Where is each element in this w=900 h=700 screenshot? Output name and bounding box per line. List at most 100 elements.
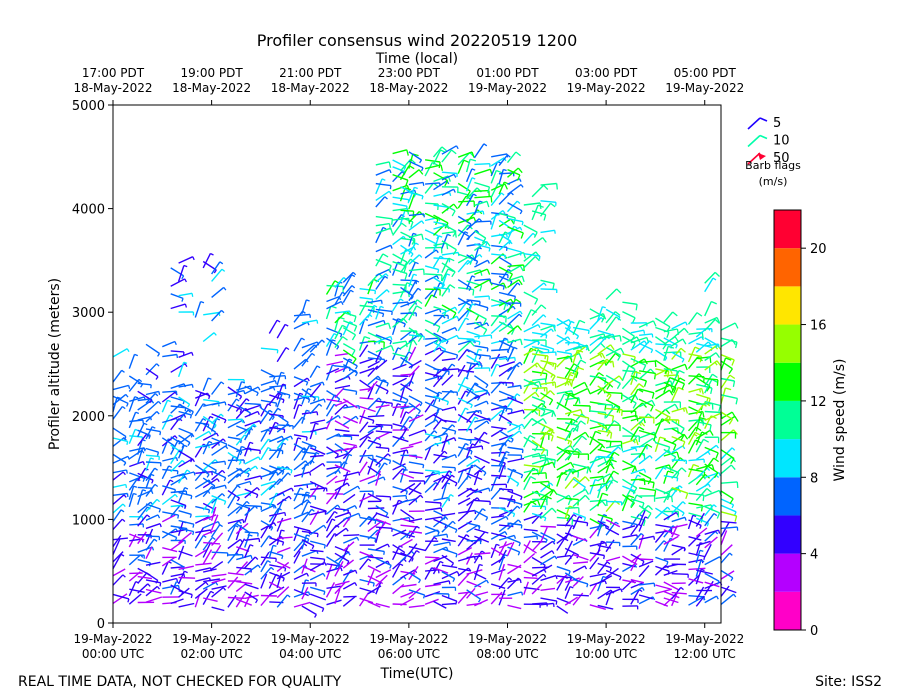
barb-feather: [435, 337, 440, 344]
barb-feather: [301, 337, 305, 341]
barb-staff: [375, 518, 391, 526]
barb-feather: [554, 382, 557, 389]
wind-barb: [408, 572, 421, 584]
barb-staff: [474, 168, 491, 176]
barb-staff: [424, 308, 440, 315]
barb-feather: [419, 402, 423, 407]
barb-staff: [276, 561, 290, 572]
barb-staff: [474, 598, 489, 607]
wind-barb: [441, 538, 456, 543]
wind-barb: [400, 482, 416, 494]
barb-feather: [481, 237, 487, 244]
barb-staff: [276, 517, 284, 532]
barb-feather: [410, 295, 414, 300]
barb-feather: [475, 314, 480, 321]
wind-barb: [211, 484, 227, 490]
barb-feather: [297, 437, 302, 440]
barb-staff: [211, 413, 227, 421]
barb-staff: [433, 180, 448, 191]
barb-staff: [474, 499, 491, 503]
wind-barb: [342, 398, 358, 409]
barb-staff: [466, 394, 479, 404]
barb-staff: [466, 339, 480, 343]
barb-staff: [227, 572, 244, 576]
barb-staff: [211, 261, 221, 275]
wind-barb: [293, 550, 301, 564]
barb-staff: [301, 451, 316, 455]
barb-feather: [488, 487, 491, 492]
barb-staff: [474, 236, 488, 244]
barb-staff: [326, 295, 340, 303]
barb-feather: [215, 581, 219, 586]
barb-staff: [441, 453, 456, 461]
wind-barb: [162, 353, 179, 359]
wind-barb: [276, 472, 291, 486]
wind-barb: [441, 571, 456, 582]
wind-barb: [359, 430, 374, 441]
wind-barb: [465, 193, 477, 207]
barb-feather: [220, 413, 224, 417]
barb-staff: [491, 451, 505, 454]
barb-feather: [202, 418, 207, 421]
wind-barb: [474, 220, 492, 225]
barb-staff: [227, 495, 236, 509]
barb-staff: [457, 182, 471, 192]
wind-barb: [170, 573, 186, 578]
barb-feather: [255, 494, 259, 499]
barb-staff: [565, 506, 579, 509]
barb-staff: [162, 577, 177, 583]
barb-staff: [392, 207, 408, 212]
barb-feather: [463, 159, 470, 164]
barb-staff: [432, 149, 442, 165]
wind-barb: [490, 583, 506, 589]
barb-feather: [142, 489, 147, 492]
wind-barb: [400, 552, 414, 562]
barb-staff: [211, 413, 222, 424]
wind-barb: [145, 457, 155, 471]
barb-staff: [145, 579, 161, 584]
barb-staff: [325, 511, 336, 524]
barb-staff: [170, 504, 185, 508]
wind-barb: [441, 602, 457, 606]
barb-staff: [457, 407, 466, 422]
barb-feather: [187, 442, 191, 446]
barb-staff: [424, 598, 439, 605]
barb-staff: [293, 434, 308, 438]
wind-barb: [375, 430, 393, 434]
wind-barb: [359, 367, 375, 374]
wind-barb: [227, 452, 242, 465]
barb-feather: [234, 524, 239, 528]
barb-feather: [403, 323, 406, 328]
barb-staff: [293, 533, 309, 540]
barb-staff: [268, 574, 277, 589]
barb-staff: [408, 327, 423, 338]
barb-staff: [342, 541, 355, 552]
barb-feather: [610, 432, 613, 439]
wind-barb: [244, 486, 260, 499]
barb-staff: [170, 504, 181, 518]
wind-barb: [202, 423, 217, 436]
barb-staff: [145, 343, 160, 355]
barb-staff: [465, 168, 473, 183]
barb-staff: [310, 510, 326, 516]
wind-barb: [367, 319, 386, 327]
wind-barb: [441, 493, 454, 508]
wind-barb: [466, 487, 483, 494]
wind-barb: [490, 210, 506, 220]
barb-staff: [145, 483, 156, 497]
barb-feather: [453, 437, 457, 442]
barb-staff: [293, 511, 309, 519]
wind-barb: [399, 427, 408, 440]
wind-barb: [178, 409, 192, 421]
wind-barb: [309, 403, 323, 415]
barb-staff: [202, 441, 210, 455]
barb-staff: [128, 396, 136, 412]
barb-feather: [398, 499, 403, 503]
wind-barb: [342, 485, 361, 496]
wind-barb: [268, 319, 281, 334]
barb-feather: [249, 481, 252, 486]
barb-staff: [260, 556, 277, 560]
barb-feather: [487, 260, 490, 264]
barb-feather: [352, 358, 357, 365]
barb-feather: [454, 600, 458, 605]
